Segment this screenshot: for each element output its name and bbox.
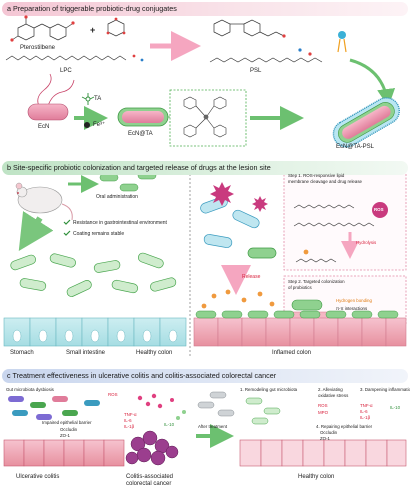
tumor-cluster (125, 430, 179, 466)
label-pipi: π-π interactions (336, 306, 368, 311)
ta-molecule-icon (81, 93, 95, 105)
label-dysbiosis: Gut microbiota dysbiosis (6, 387, 54, 392)
reagent-structure (107, 19, 125, 37)
label-step1b: membrane cleavage and drug release (288, 179, 362, 184)
epithelium-nuclei (12, 329, 178, 343)
label-healthy-c: Healthy colon (298, 474, 335, 480)
cytokine-dots (137, 393, 174, 409)
label-zo1: ZO-1 (60, 433, 71, 438)
label-mpo: MPO (318, 410, 329, 415)
il10-dots (176, 410, 186, 420)
step1-box (283, 169, 407, 271)
label-lpc: LPC (60, 68, 72, 74)
drug-dots (201, 289, 275, 309)
label-oral: Oral administration (96, 194, 138, 200)
label-stomach: Stomach (10, 350, 34, 356)
label-r1: 1. Remodeling gut microbiota (240, 387, 298, 392)
label-cac1: Colitis-associated (126, 474, 174, 480)
label-ecn: EcN (38, 124, 50, 130)
label-ros-c: ROS (108, 392, 118, 397)
check-icon-1 (63, 219, 71, 225)
label-plus: + (90, 25, 96, 35)
down-arrow (18, 211, 54, 252)
label-ecn-ta-psl: EcN@TA-PSL (336, 144, 374, 150)
label-occludin: Occludin (60, 427, 78, 432)
inflamed-epithelium (193, 317, 407, 347)
coating-arrow (349, 58, 396, 107)
label-tnf-down: TNF-α (360, 403, 373, 408)
lumen-bacteria (10, 252, 177, 297)
label-small-intestine: Small intestine (66, 350, 106, 356)
colonized-bacteria (195, 310, 399, 319)
treated-bacteria (197, 391, 235, 417)
lipid-icon (337, 31, 347, 53)
ecn-bacterium (27, 73, 75, 121)
pterostilbene-structure (11, 18, 73, 41)
panel-c-heading: c Treatment effectiveness in ulcerative … (2, 369, 408, 383)
label-ta: TA (94, 96, 102, 102)
label-fe: Fe³⁺ (93, 122, 106, 128)
healthy-flora (245, 397, 281, 425)
label-tnf: TNF-α (124, 412, 137, 417)
label-step2b: of probiotics (288, 285, 312, 290)
check-icon-2 (63, 230, 71, 236)
label-il1b: IL-1β (124, 424, 135, 429)
label-release: Release (242, 274, 261, 280)
label-r2b: oxidative stress (318, 393, 349, 398)
label-il10-up: IL-10 (390, 405, 401, 410)
label-r3: 3. Dampening inflammation (360, 387, 410, 392)
label-r2a: 2. Alleviating (318, 387, 343, 392)
uc-epithelium (3, 439, 125, 467)
label-ros-down: ROS (318, 403, 328, 408)
healthy-epithelium-c (239, 439, 407, 467)
label-cac2: colorectal cancer (126, 481, 172, 487)
label-zo1-up: ZO-1 (320, 436, 331, 441)
ecn-ta-bacterium (117, 107, 169, 127)
label-healthy-colon: Healthy colon (136, 350, 173, 356)
fe-center-icon (203, 114, 209, 120)
fe-ion-icon (84, 122, 90, 128)
label-step1a: Step 1. ROS-responsive lipid (288, 173, 345, 178)
label-inflamed-colon: Inflamed colon (272, 350, 312, 356)
label-il6: IL-6 (124, 418, 132, 423)
ta-fe-complex-box (169, 89, 247, 147)
label-pterostilbene: Pterostilbene (20, 45, 56, 51)
label-after: After treatment (198, 424, 228, 429)
label-il10: IL-10 (164, 422, 175, 427)
label-hydrolysis: Hydrolysis (356, 240, 377, 245)
label-check1: Resistance in gastrointestinal environme… (73, 220, 167, 226)
label-impaired: Impaired epithelial barrier (42, 420, 92, 425)
mouse-illustration (15, 182, 73, 221)
panel-a-heading: a Preparation of triggerable probiotic-d… (2, 2, 408, 16)
label-step2a: Step 2. Targeted colonization (288, 279, 345, 284)
label-check2: Coating remains stable (73, 231, 125, 237)
label-occludin-up: Occludin (320, 430, 338, 435)
psl-structure (209, 19, 323, 63)
step1-ros-icon (372, 202, 388, 218)
label-hbond: Hydrogen bonding (336, 298, 372, 303)
lpc-chain (5, 55, 127, 61)
label-il6-down: IL-6 (360, 409, 368, 414)
step2-bacterium (291, 299, 323, 311)
label-step1-ros: ROS (374, 207, 384, 212)
label-uc: Ulcerative colitis (16, 474, 60, 480)
label-il1b-down: IL-1β (360, 415, 371, 420)
ros-burst-icons (210, 182, 268, 212)
ecn-ta-psl-bacterium (332, 97, 400, 148)
label-r4: 4. Repairing epithelial barrier (316, 424, 373, 429)
dysbiosis-bacteria (8, 396, 100, 420)
label-psl: PSL (250, 68, 262, 74)
label-ecn-ta: EcN@TA (128, 131, 153, 137)
panel-b-heading: b Site-specific probiotic colonization a… (2, 161, 408, 175)
ta-fe-complex (183, 96, 227, 138)
